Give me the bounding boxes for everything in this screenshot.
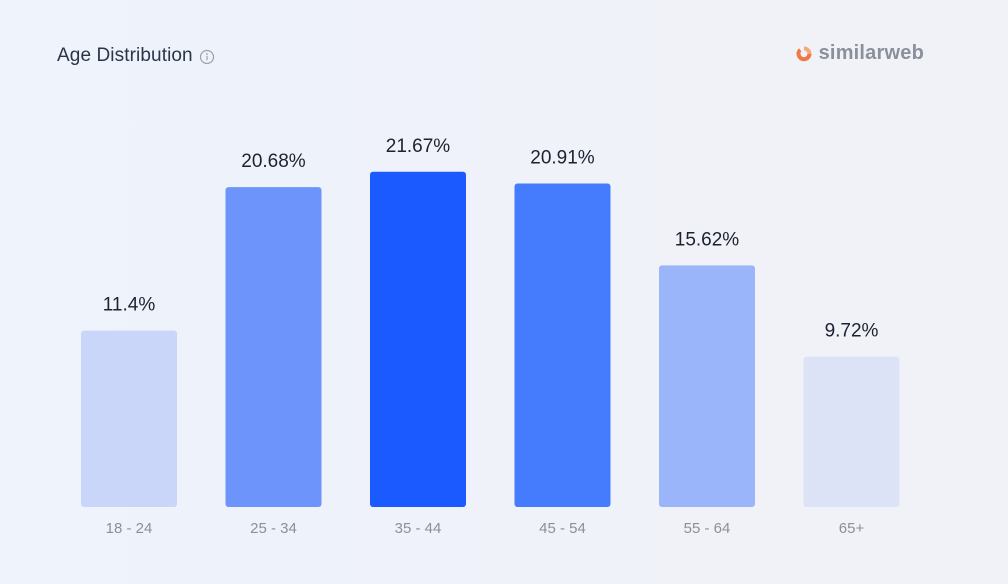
brand-name: similarweb bbox=[818, 42, 924, 64]
category-label: 25 - 34 bbox=[250, 520, 297, 537]
chart-title: Age Distribution bbox=[57, 45, 193, 66]
value-label: 20.91% bbox=[530, 148, 595, 169]
brand-logo: similarweb bbox=[795, 42, 924, 65]
chart-header: Age Distribution bbox=[57, 45, 215, 67]
value-label: 21.67% bbox=[386, 136, 451, 157]
bar-18-24[interactable] bbox=[81, 330, 177, 507]
bar-35-44[interactable] bbox=[370, 171, 466, 507]
value-label: 11.4% bbox=[103, 295, 156, 316]
category-label: 18 - 24 bbox=[106, 520, 153, 537]
value-label: 9.72% bbox=[825, 321, 879, 342]
similarweb-logo-icon bbox=[795, 45, 813, 63]
category-label: 65+ bbox=[839, 520, 865, 537]
category-label: 35 - 44 bbox=[395, 520, 442, 537]
bar-25-34[interactable] bbox=[225, 187, 322, 508]
value-label: 20.68% bbox=[241, 151, 306, 172]
value-label: 15.62% bbox=[675, 229, 740, 250]
bar-55-64[interactable] bbox=[659, 265, 755, 507]
info-icon[interactable] bbox=[199, 49, 215, 65]
category-label: 45 - 54 bbox=[539, 520, 586, 537]
bar-65plus[interactable] bbox=[803, 356, 900, 507]
bar-45-54[interactable] bbox=[514, 183, 611, 508]
category-label: 55 - 64 bbox=[684, 520, 731, 537]
